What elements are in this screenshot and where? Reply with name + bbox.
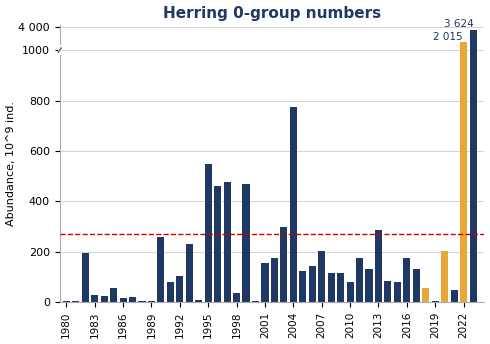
- Bar: [63, 301, 70, 302]
- Bar: [167, 282, 174, 302]
- Bar: [280, 227, 288, 302]
- Bar: [403, 258, 411, 302]
- Bar: [129, 297, 136, 302]
- Bar: [384, 281, 392, 302]
- Bar: [337, 273, 344, 302]
- Bar: [318, 250, 325, 302]
- Bar: [223, 182, 231, 302]
- Bar: [394, 282, 401, 302]
- Bar: [290, 107, 297, 302]
- Bar: [110, 288, 117, 302]
- Bar: [195, 300, 202, 302]
- Bar: [82, 253, 89, 302]
- Bar: [451, 290, 458, 302]
- Bar: [375, 230, 382, 302]
- Bar: [460, 42, 467, 302]
- Bar: [157, 237, 165, 302]
- Bar: [233, 293, 240, 302]
- Bar: [346, 282, 354, 302]
- Bar: [366, 269, 372, 302]
- Bar: [205, 163, 212, 302]
- Bar: [186, 244, 193, 302]
- Bar: [413, 269, 420, 302]
- Bar: [214, 186, 221, 302]
- Bar: [309, 266, 316, 302]
- Bar: [356, 258, 363, 302]
- Title: Herring 0-group numbers: Herring 0-group numbers: [163, 6, 381, 21]
- Bar: [243, 184, 249, 302]
- Bar: [252, 301, 259, 302]
- Bar: [271, 258, 278, 302]
- Bar: [91, 295, 98, 302]
- Text: 3 624: 3 624: [444, 19, 473, 29]
- Bar: [148, 301, 155, 302]
- Bar: [441, 250, 448, 302]
- Y-axis label: Abundance, 10^9 ind.: Abundance, 10^9 ind.: [5, 101, 16, 226]
- Bar: [262, 263, 269, 302]
- Bar: [432, 301, 439, 302]
- Bar: [422, 288, 429, 302]
- Bar: [299, 271, 306, 302]
- Bar: [120, 299, 126, 302]
- Bar: [139, 301, 146, 302]
- Bar: [328, 273, 335, 302]
- Bar: [469, 30, 477, 302]
- Bar: [176, 276, 183, 302]
- Text: 2 015: 2 015: [433, 32, 463, 42]
- Bar: [100, 296, 108, 302]
- Bar: [72, 301, 79, 302]
